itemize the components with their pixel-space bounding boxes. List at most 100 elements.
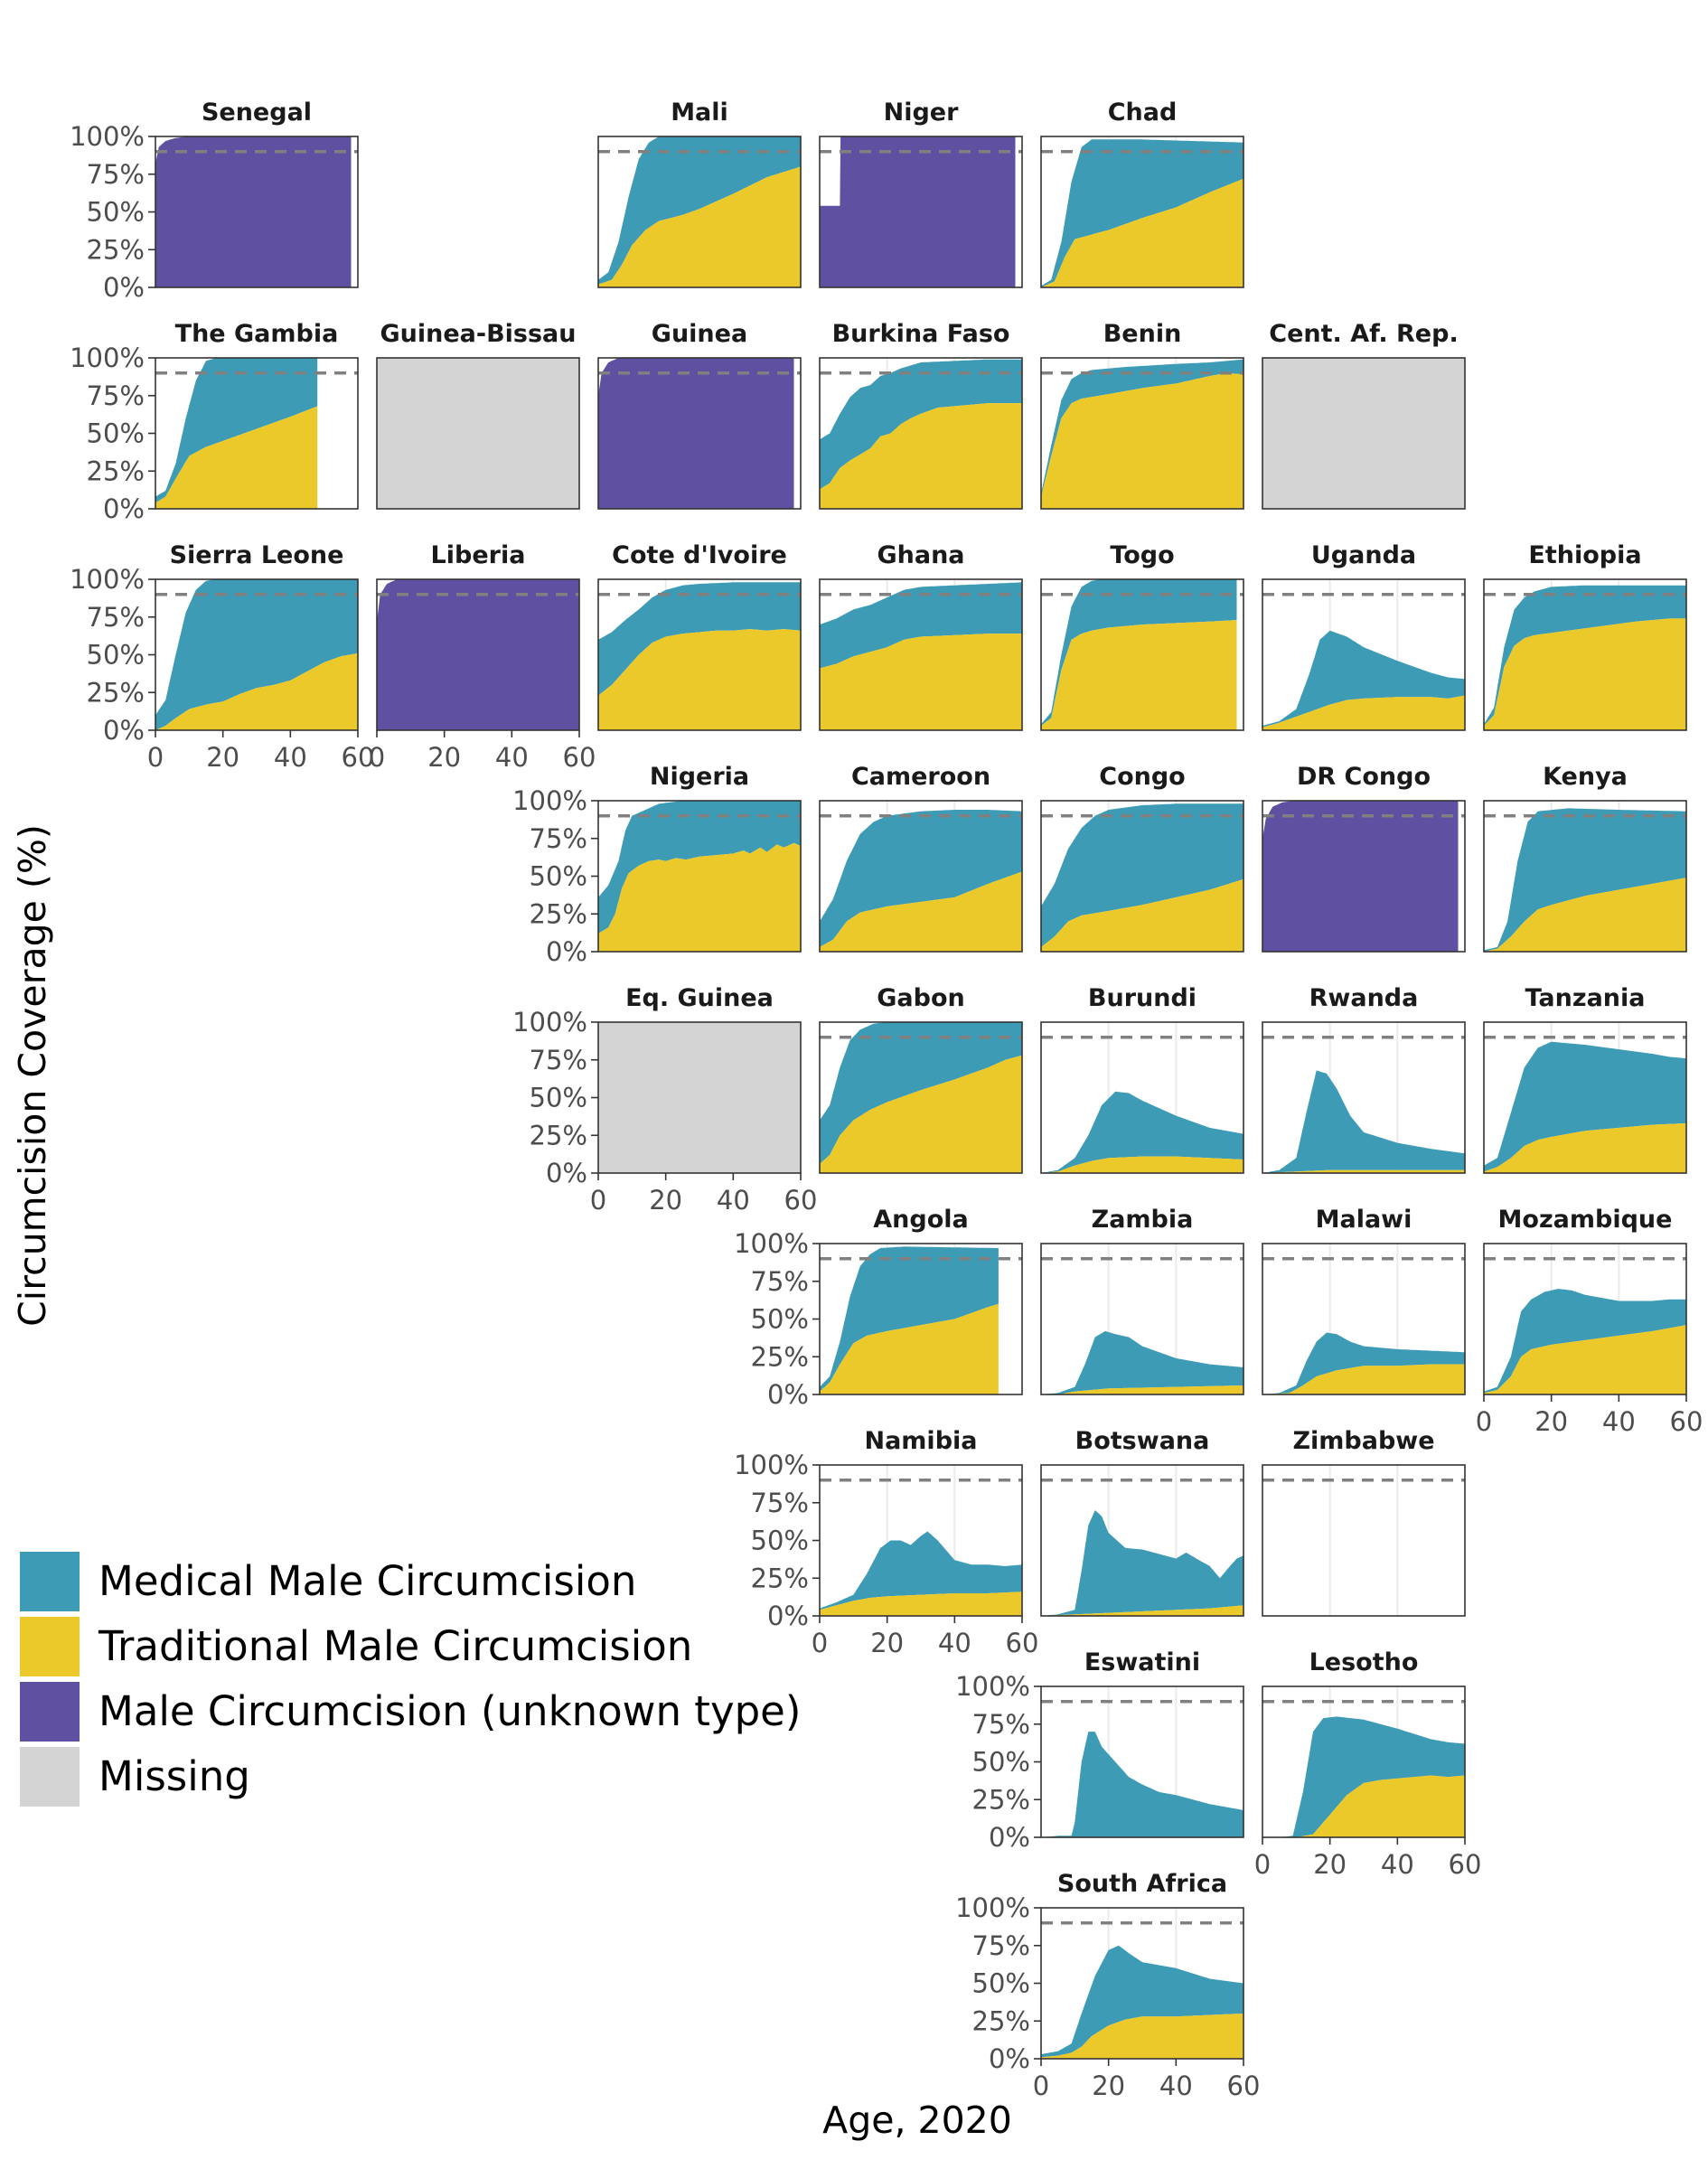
panel-kenya: Kenya (1483, 763, 1687, 953)
panel-border (1262, 800, 1466, 953)
panel-border (1483, 1021, 1687, 1174)
unknown-type-area (598, 358, 794, 509)
mmc-area (1484, 585, 1686, 726)
y-tick-label: 75% (751, 1488, 809, 1518)
tmc-area (155, 406, 318, 509)
legend-swatch (20, 1552, 80, 1611)
y-tick-label: 75% (87, 602, 145, 633)
tmc-area (1484, 1122, 1686, 1173)
panel-congo: Congo (1040, 763, 1244, 953)
panel-dr-congo: DR Congo (1262, 763, 1466, 953)
panel-border (1040, 1243, 1244, 1395)
tmc-area (155, 653, 358, 730)
mmc-area (155, 579, 358, 730)
panel-title: Niger (884, 99, 959, 127)
panel-title: Ethiopia (1528, 541, 1641, 569)
legend-label: Male Circumcision (unknown type) (99, 1687, 801, 1735)
y-tick-label: 0% (103, 272, 145, 303)
y-tick-label: 0% (767, 1601, 809, 1631)
x-tick-label: 60 (784, 1185, 818, 1216)
legend-item-unk: Male Circumcision (unknown type) (20, 1682, 801, 1742)
mmc-area (1262, 1070, 1465, 1173)
y-tick-label: 100% (955, 1892, 1030, 1923)
panel-benin: Benin (1040, 320, 1244, 510)
legend-label: Medical Male Circumcision (99, 1557, 636, 1605)
panel-title: The Gambia (175, 320, 339, 348)
x-tick-label: 20 (870, 1628, 904, 1658)
panel-border (1262, 1243, 1466, 1395)
unknown-type-area (820, 136, 1016, 287)
tmc-area (820, 403, 1022, 509)
mmc-area (820, 359, 1022, 490)
y-tick-label: 0% (546, 936, 587, 967)
tmc-area (1041, 1385, 1243, 1394)
panel-namibia: Namibia 0% 25% 50% 75% 100% 0 20 40 60 (734, 1427, 1038, 1658)
x-axis-title: Age, 2020 (822, 2099, 1012, 2142)
legend-item-missing: Missing (20, 1747, 250, 1807)
panel-angola: Angola 0% 25% 50% 75% 100% (734, 1206, 1023, 1410)
y-tick-label: 25% (530, 898, 587, 929)
panel-guinea-bissau: Guinea-Bissau (376, 320, 580, 510)
y-tick-label: 50% (972, 1747, 1030, 1778)
y-tick-label: 100% (70, 343, 145, 373)
panel-title: Cameroon (851, 763, 990, 791)
panel-border (1262, 1685, 1466, 1838)
panel-title: South Africa (1057, 1870, 1227, 1898)
panel-title: Togo (1110, 541, 1174, 569)
legend-item-mmc: Medical Male Circumcision (20, 1552, 636, 1611)
panel-togo: Togo (1040, 541, 1244, 731)
panel-border (376, 578, 580, 731)
tmc-area (1041, 372, 1243, 509)
panel-border (1040, 800, 1244, 953)
panel-title: Cote d'Ivoire (612, 541, 787, 569)
panel-uganda: Uganda (1262, 541, 1466, 731)
panel-title: Senegal (202, 99, 312, 127)
panel-border (1262, 578, 1466, 731)
panel-title: Malawi (1316, 1206, 1412, 1234)
y-tick-label: 50% (87, 640, 145, 671)
panel-border (819, 800, 1023, 953)
panel-title: Rwanda (1309, 984, 1419, 1012)
mmc-area (1041, 1510, 1243, 1616)
y-tick-label: 50% (751, 1526, 809, 1556)
panel-border (597, 357, 802, 510)
mmc-area (820, 1022, 1022, 1164)
mmc-area (1262, 1716, 1465, 1837)
panel-border (1262, 1464, 1466, 1617)
mmc-area (1262, 630, 1465, 728)
x-tick-label: 60 (563, 742, 596, 773)
panel-border (1483, 800, 1687, 953)
y-tick-label: 0% (103, 715, 145, 746)
tmc-area (1041, 878, 1243, 952)
x-tick-label: 0 (369, 742, 385, 773)
mmc-area (1262, 1332, 1465, 1394)
legend-label: Missing (99, 1752, 250, 1800)
panel-ethiopia: Ethiopia (1483, 541, 1687, 731)
tmc-area (820, 871, 1022, 952)
panel-title: Botswana (1075, 1427, 1210, 1455)
legend-swatch (20, 1617, 80, 1676)
x-tick-label: 40 (495, 742, 529, 773)
mmc-area (1041, 1091, 1243, 1173)
x-tick-label: 60 (342, 742, 375, 773)
x-tick-label: 60 (1227, 2070, 1261, 2101)
panel-title: Burundi (1088, 984, 1197, 1012)
panel-guinea: Guinea (597, 320, 802, 510)
mmc-area (820, 1246, 999, 1392)
panel-zambia: Zambia (1040, 1206, 1244, 1395)
y-tick-label: 50% (972, 1968, 1030, 1999)
tmc-area (1041, 1605, 1243, 1616)
y-tick-label: 75% (87, 159, 145, 190)
mmc-area (1041, 1330, 1243, 1394)
y-tick-label: 50% (751, 1304, 809, 1335)
panel-cote-d-ivoire: Cote d'Ivoire (597, 541, 802, 731)
x-tick-label: 60 (1006, 1628, 1039, 1658)
legend-label: Traditional Male Circumcision (98, 1622, 692, 1670)
panel-title: Cent. Af. Rep. (1269, 320, 1458, 348)
tmc-area (1484, 618, 1686, 730)
y-tick-label: 50% (530, 861, 587, 892)
tmc-area (598, 842, 801, 952)
mmc-area (598, 801, 801, 934)
x-tick-label: 20 (1313, 1849, 1347, 1880)
